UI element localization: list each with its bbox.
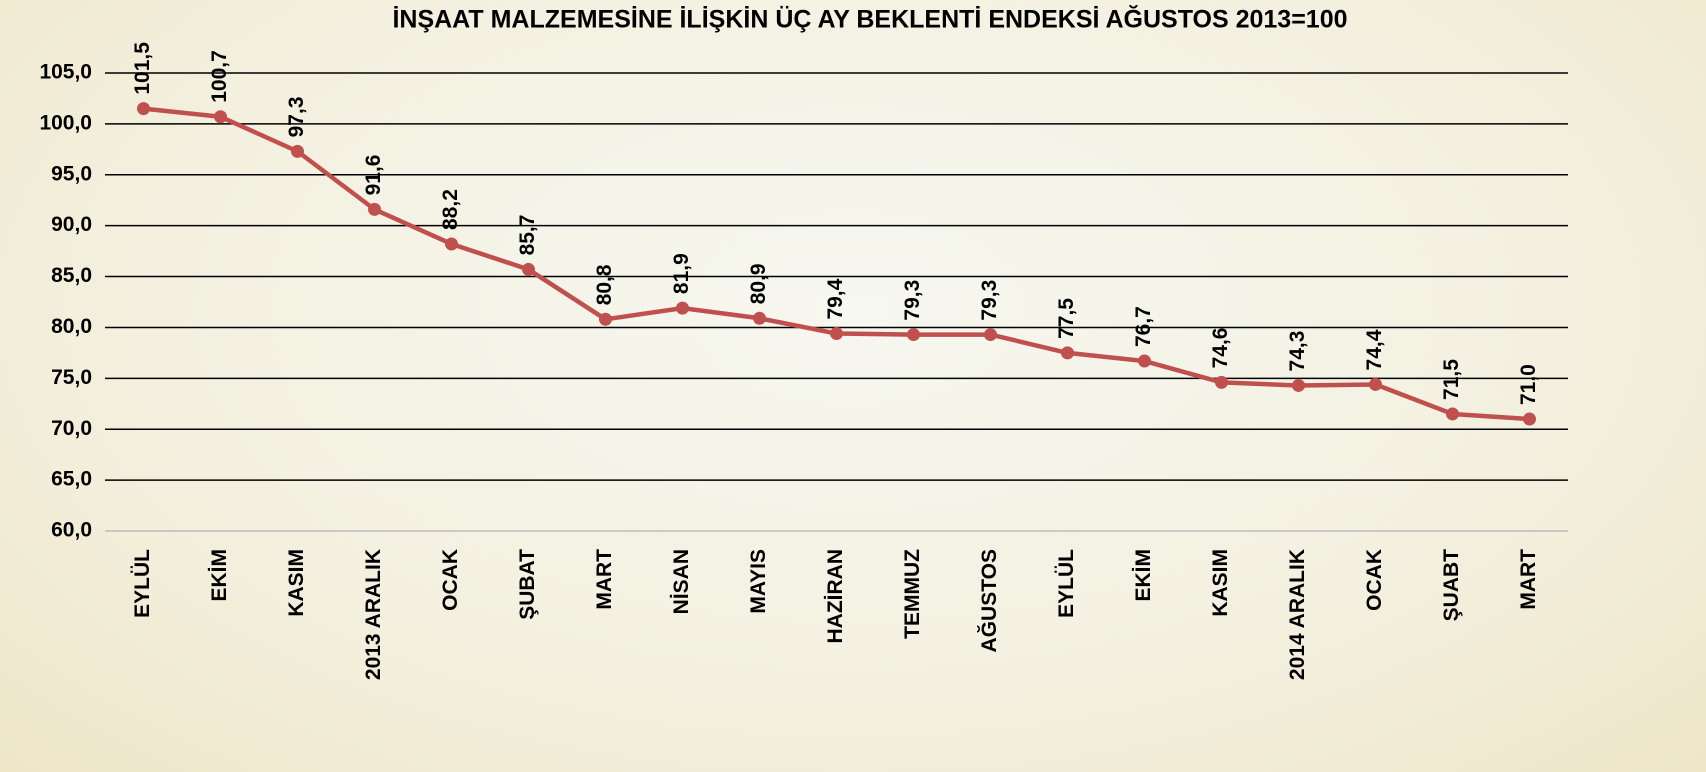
data-label: 79,4 [824, 278, 847, 319]
x-tick-label: 2014 ARALIK [1286, 549, 1309, 680]
point [368, 202, 381, 216]
x-tick-label: ŞUBAT [516, 549, 539, 620]
data-label: 74,4 [1363, 329, 1386, 370]
data-label: 80,9 [747, 263, 770, 304]
x-tick-label: EYLÜL [131, 549, 154, 618]
x-tick-label: KASIM [1209, 549, 1232, 617]
point [753, 311, 766, 325]
x-tick-label: EKİM [208, 549, 231, 602]
data-label: 85,7 [516, 215, 539, 256]
data-label: 100,7 [208, 50, 231, 103]
y-tick-label: 60,0 [51, 519, 92, 542]
x-tick-label: MART [1517, 549, 1540, 610]
line [143, 106, 1530, 422]
data-label: 80,8 [593, 264, 616, 305]
data-label: 88,2 [439, 189, 462, 230]
x-tick-label: EKİM [1132, 549, 1155, 602]
point [984, 328, 997, 342]
y-tick-label: 75,0 [51, 366, 92, 389]
point [214, 110, 227, 124]
point [1292, 378, 1305, 392]
x-tick-label: OCAK [1363, 549, 1386, 611]
data-label: 74,3 [1286, 331, 1309, 372]
chart-title: İNŞAAT MALZEMESİNE İLİŞKİN ÜÇ AY BEKLENT… [392, 5, 1347, 34]
y-tick-label: 85,0 [51, 264, 92, 287]
y-tick-label: 95,0 [51, 162, 92, 185]
x-tick-label: MAYIS [747, 549, 770, 614]
y-tick-label: 105,0 [39, 61, 92, 84]
data-label: 91,6 [362, 155, 385, 196]
point [1446, 407, 1459, 421]
y-tick-label: 90,0 [51, 213, 92, 236]
x-tick-label: NİSAN [670, 549, 693, 614]
data-label: 76,7 [1132, 306, 1155, 347]
x-tick-label: MART [593, 549, 616, 610]
x-tick-label: TEMMUZ [901, 549, 924, 639]
data-label: 79,3 [978, 280, 1001, 321]
y-tick-label: 100,0 [39, 111, 92, 134]
point [907, 328, 920, 342]
x-tick-label: OCAK [439, 549, 462, 611]
data-label: 74,6 [1209, 328, 1232, 369]
point [445, 237, 458, 251]
data-label: 71,5 [1440, 359, 1463, 400]
x-tick-label: HAZİRAN [824, 549, 847, 644]
point [137, 102, 150, 116]
point [1138, 354, 1151, 368]
point [522, 262, 535, 276]
point [676, 301, 689, 315]
y-tick-label: 80,0 [51, 315, 92, 338]
data-label: 71,0 [1517, 364, 1540, 405]
point [830, 327, 843, 341]
point [1523, 412, 1536, 426]
x-tick-label: KASIM [285, 549, 308, 617]
point [599, 312, 612, 326]
data-label: 79,3 [901, 280, 924, 321]
data-label: 101,5 [131, 42, 154, 95]
data-label: 97,3 [285, 96, 308, 137]
data-label: 77,5 [1055, 298, 1078, 339]
x-tick-label: EYLÜL [1055, 549, 1078, 618]
data-label: 81,9 [670, 253, 693, 294]
point [1369, 377, 1382, 391]
x-tick-label: ŞUABT [1440, 549, 1463, 622]
point [1215, 375, 1228, 389]
y-tick-label: 65,0 [51, 468, 92, 491]
x-tick-label: AĞUSTOS [977, 549, 1001, 652]
y-tick-label: 70,0 [51, 417, 92, 440]
x-tick-label: 2013 ARALIK [362, 549, 385, 680]
point [291, 144, 304, 158]
point [1061, 346, 1074, 360]
